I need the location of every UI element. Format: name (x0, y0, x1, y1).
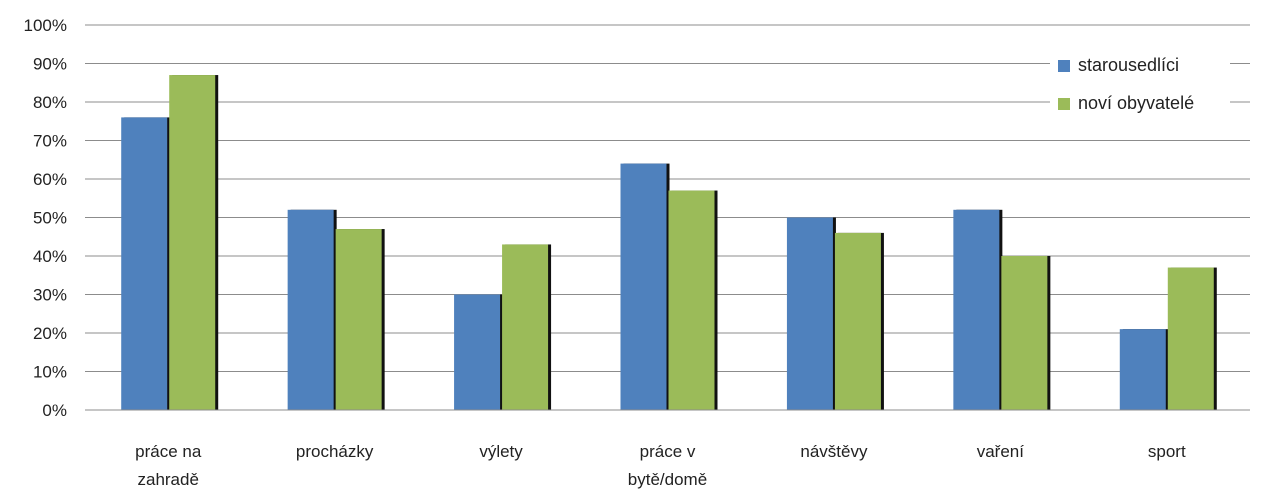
bar-novi-obyvatele (335, 229, 382, 410)
category-label: práce v (640, 442, 696, 461)
category-labels: práce na zahradě procházky výlety práce v byt… (135, 442, 1186, 489)
legend-label: starousedlíci (1078, 55, 1179, 75)
legend-label: noví obyvatelé (1078, 93, 1194, 113)
y-tick-label: 20% (33, 324, 67, 343)
y-tick-label: 0% (42, 401, 67, 420)
category-label: práce na (135, 442, 202, 461)
bars (121, 75, 1217, 411)
legend-swatch (1058, 98, 1070, 110)
bar-starousedlici (287, 209, 334, 410)
legend-background (1050, 48, 1230, 126)
y-tick-label: 40% (33, 247, 67, 266)
bar-starousedlici (620, 163, 667, 410)
category-label: vaření (977, 442, 1025, 461)
y-tick-label: 70% (33, 132, 67, 151)
legend-swatch (1058, 60, 1070, 72)
category-label: sport (1148, 442, 1186, 461)
bar-novi-obyvatele (668, 190, 715, 410)
y-tick-label: 90% (33, 55, 67, 74)
bar-starousedlici (953, 209, 1000, 410)
bar-novi-obyvatele (169, 75, 216, 411)
y-axis-ticks: 0% 10% 20% 30% 40% 50% 60% 70% 80% 90% 100% (24, 16, 67, 420)
y-tick-label: 10% (33, 363, 67, 382)
category-label: návštěvy (800, 442, 868, 461)
y-tick-label: 60% (33, 170, 67, 189)
bar-starousedlici (454, 294, 501, 410)
category-label: výlety (479, 442, 523, 461)
y-tick-label: 50% (33, 209, 67, 228)
bar-starousedlici (121, 117, 168, 411)
bar-novi-obyvatele (1001, 256, 1048, 410)
bar-starousedlici (1119, 329, 1166, 410)
y-tick-label: 30% (33, 286, 67, 305)
category-label: procházky (296, 442, 374, 461)
bar-novi-obyvatele (1167, 267, 1214, 410)
bar-novi-obyvatele (502, 244, 549, 410)
y-tick-label: 80% (33, 93, 67, 112)
category-label: bytě/domě (628, 470, 707, 489)
bar-starousedlici (786, 217, 833, 410)
bar-novi-obyvatele (834, 232, 881, 410)
category-label: zahradě (137, 470, 198, 489)
legend: starousedlíci noví obyvatelé (1050, 48, 1230, 126)
y-tick-label: 100% (24, 16, 67, 35)
